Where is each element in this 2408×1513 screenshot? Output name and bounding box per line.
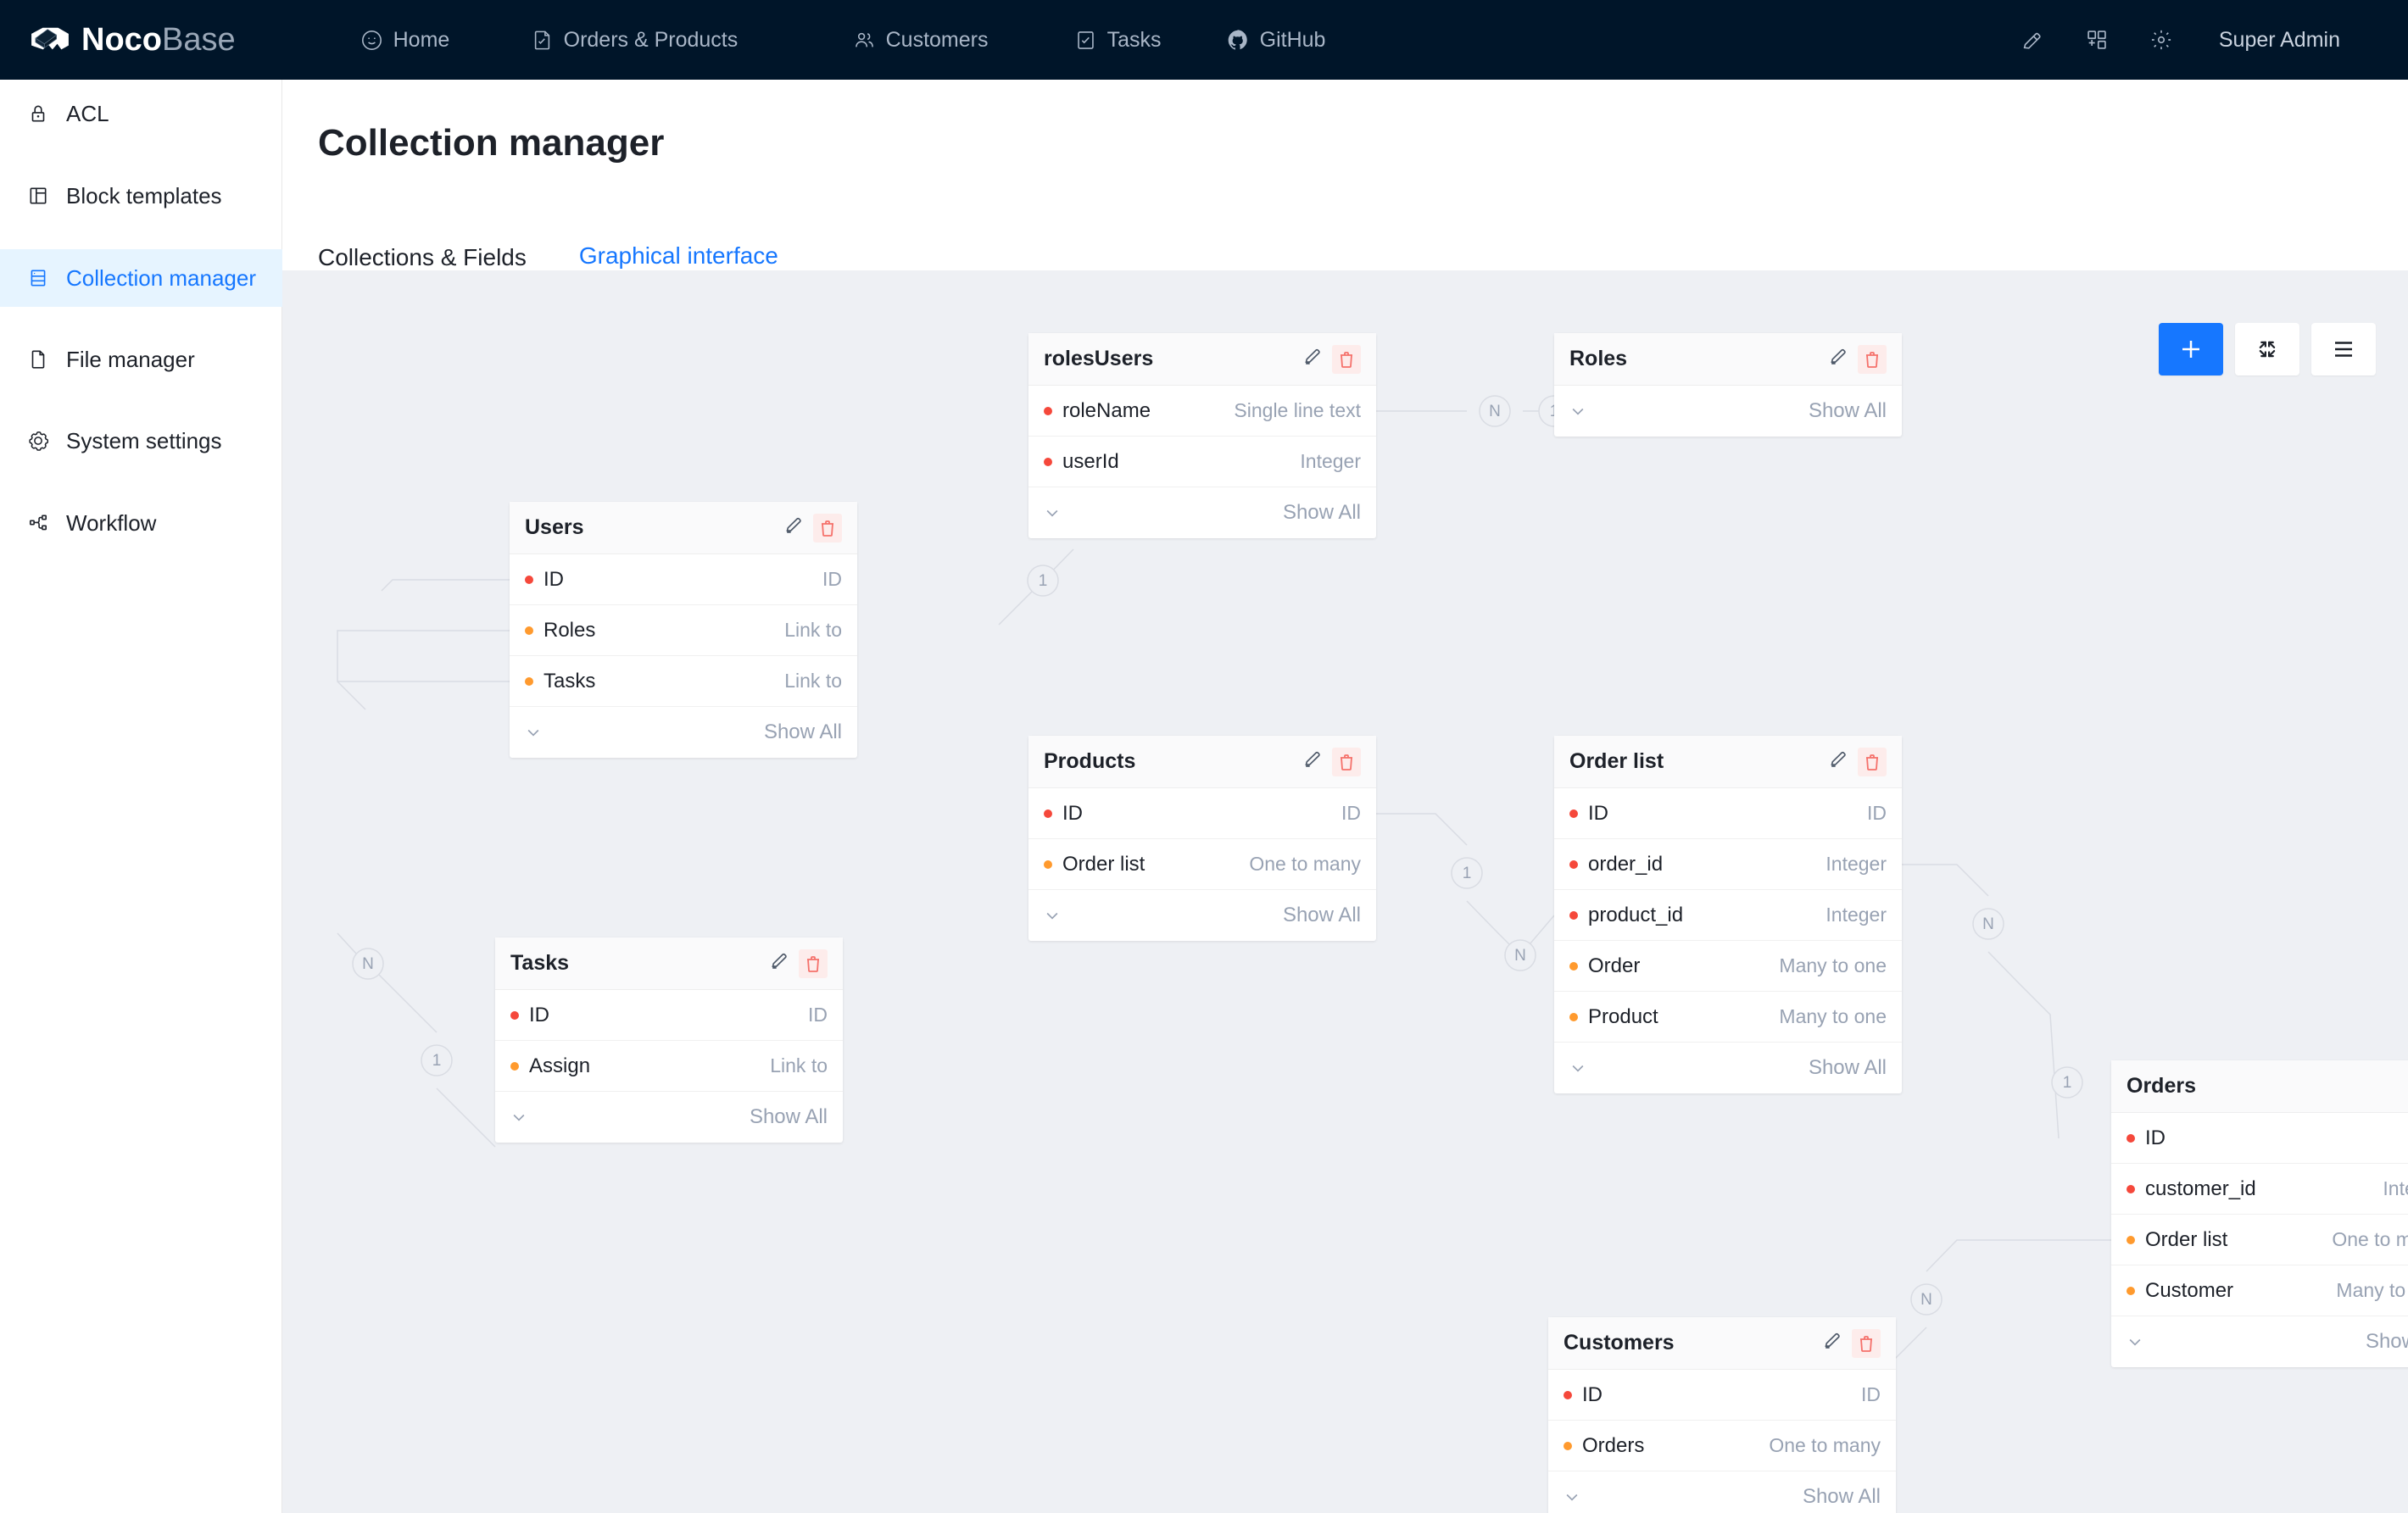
svg-text:N: N — [1920, 1291, 1932, 1309]
svg-text:1: 1 — [432, 1052, 442, 1070]
svg-text:N: N — [1982, 915, 1994, 933]
svg-text:N: N — [1514, 947, 1526, 965]
svg-text:1: 1 — [2063, 1074, 2072, 1092]
svg-text:1: 1 — [1463, 865, 1472, 882]
svg-text:N: N — [362, 955, 374, 973]
svg-text:N: N — [1489, 403, 1501, 420]
svg-text:1: 1 — [1039, 572, 1048, 590]
